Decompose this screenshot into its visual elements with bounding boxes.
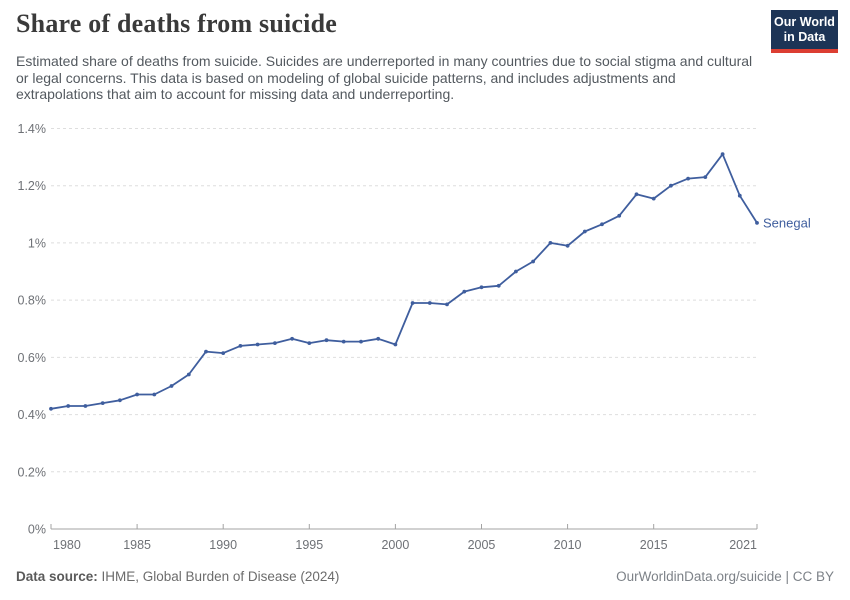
data-point xyxy=(290,336,294,341)
data-point xyxy=(427,301,432,305)
data-point xyxy=(669,183,673,188)
page-title: Share of deaths from suicide xyxy=(16,9,337,38)
y-axis-tick-label: 0.4% xyxy=(18,408,47,422)
y-axis-tick-label: 1.4% xyxy=(18,122,47,136)
data-point xyxy=(273,341,277,345)
owid-logo-line1: Our World xyxy=(774,14,835,29)
data-point xyxy=(755,221,759,225)
x-axis-tick-label: 2005 xyxy=(468,538,496,552)
data-point xyxy=(617,213,622,218)
data-point xyxy=(324,338,329,343)
y-axis-tick-label: 1.2% xyxy=(18,179,47,193)
data-point xyxy=(359,339,363,344)
data-point xyxy=(376,336,381,341)
data-point xyxy=(186,372,191,377)
data-point xyxy=(100,401,105,405)
data-point xyxy=(393,342,398,347)
owid-logo-line2: in Data xyxy=(783,29,826,44)
x-axis-tick-label: 1985 xyxy=(123,538,151,552)
x-axis-tick-label: 2021 xyxy=(729,538,757,552)
data-point xyxy=(307,341,312,345)
series-line-senegal[interactable] xyxy=(50,153,758,410)
x-axis-tick-label: 1980 xyxy=(53,538,81,552)
data-point xyxy=(152,392,157,397)
x-axis-tick-label: 2010 xyxy=(554,538,582,552)
x-axis-tick-label: 2015 xyxy=(640,538,668,552)
data-point xyxy=(582,229,587,234)
data-point xyxy=(496,283,501,288)
y-axis-tick-label: 0% xyxy=(28,523,46,537)
owid-logo[interactable]: Our World in Data xyxy=(771,10,838,53)
data-point xyxy=(462,289,467,294)
data-point xyxy=(634,192,639,197)
chart-subtitle: Estimated share of deaths from suicide. … xyxy=(16,53,753,102)
data-point xyxy=(514,269,518,274)
data-point xyxy=(703,175,708,180)
data-point xyxy=(445,302,449,307)
y-axis-tick-label: 0.8% xyxy=(18,294,47,308)
y-axis-tick-label: 1% xyxy=(28,236,46,250)
credit-link[interactable]: OurWorldinData.org/suicide | CC BY xyxy=(616,569,834,584)
x-axis-tick-label: 1995 xyxy=(295,538,323,552)
data-point xyxy=(49,406,53,411)
data-source-label: Data source: xyxy=(16,569,98,584)
data-point xyxy=(118,398,122,403)
data-point xyxy=(720,152,725,157)
data-point xyxy=(479,285,484,290)
data-point xyxy=(410,301,415,305)
data-point xyxy=(169,384,174,388)
x-axis-tick-label: 2000 xyxy=(381,538,409,552)
data-point xyxy=(548,241,553,245)
data-point xyxy=(135,392,140,397)
data-point xyxy=(531,259,535,264)
data-point xyxy=(238,344,243,348)
data-point xyxy=(255,342,260,347)
data-point xyxy=(686,176,690,181)
data-point xyxy=(83,404,88,408)
data-point xyxy=(66,404,71,408)
y-axis-tick-label: 0.2% xyxy=(18,465,47,479)
data-source: Data source: IHME, Global Burden of Dise… xyxy=(16,569,339,584)
data-point xyxy=(737,193,742,198)
data-point xyxy=(221,351,226,355)
x-axis-tick-label: 1990 xyxy=(209,538,237,552)
data-source-text: IHME, Global Burden of Disease (2024) xyxy=(97,569,340,584)
series-end-label[interactable]: Senegal xyxy=(763,215,811,230)
data-point xyxy=(565,243,570,248)
data-point xyxy=(341,339,346,344)
data-point xyxy=(204,349,208,354)
data-point xyxy=(600,222,604,227)
data-point xyxy=(651,196,656,201)
y-axis-tick-label: 0.6% xyxy=(18,351,47,365)
